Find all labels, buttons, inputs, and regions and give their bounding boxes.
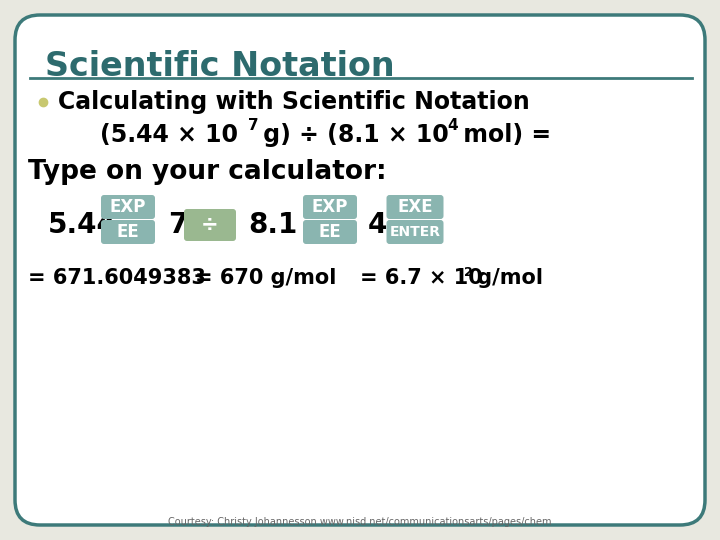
Text: g) ÷ (8.1 × 10: g) ÷ (8.1 × 10 (255, 123, 449, 147)
Text: EE: EE (319, 223, 341, 241)
FancyBboxPatch shape (303, 220, 357, 244)
Text: ÷: ÷ (201, 215, 219, 235)
Text: Scientific Notation: Scientific Notation (45, 50, 395, 83)
Text: 8.1: 8.1 (248, 211, 297, 239)
Text: = 6.7 × 10: = 6.7 × 10 (360, 268, 482, 288)
Text: 4: 4 (368, 211, 387, 239)
FancyBboxPatch shape (387, 220, 444, 244)
Text: EXP: EXP (110, 198, 146, 216)
Text: 2: 2 (464, 266, 473, 279)
Text: (5.44 × 10: (5.44 × 10 (100, 123, 238, 147)
FancyBboxPatch shape (387, 195, 444, 219)
FancyBboxPatch shape (101, 220, 155, 244)
Text: EE: EE (117, 223, 140, 241)
Text: Type on your calculator:: Type on your calculator: (28, 159, 387, 185)
Text: g/mol: g/mol (470, 268, 543, 288)
FancyBboxPatch shape (303, 195, 357, 219)
Text: 4: 4 (447, 118, 458, 133)
Text: mol) =: mol) = (455, 123, 551, 147)
Text: 7: 7 (168, 211, 187, 239)
Text: 7: 7 (248, 118, 258, 133)
Text: EXE: EXE (397, 198, 433, 216)
Text: 5.44: 5.44 (48, 211, 117, 239)
FancyBboxPatch shape (184, 209, 236, 241)
FancyBboxPatch shape (101, 195, 155, 219)
Text: EXP: EXP (312, 198, 348, 216)
Text: Calculating with Scientific Notation: Calculating with Scientific Notation (58, 90, 530, 114)
Text: = 670 g/mol: = 670 g/mol (195, 268, 336, 288)
Text: Courtesy: Christy Johannesson www.nisd.net/communicationsarts/pages/chem: Courtesy: Christy Johannesson www.nisd.n… (168, 517, 552, 527)
Text: ENTER: ENTER (390, 225, 441, 239)
Text: = 671.6049383: = 671.6049383 (28, 268, 206, 288)
FancyBboxPatch shape (15, 15, 705, 525)
